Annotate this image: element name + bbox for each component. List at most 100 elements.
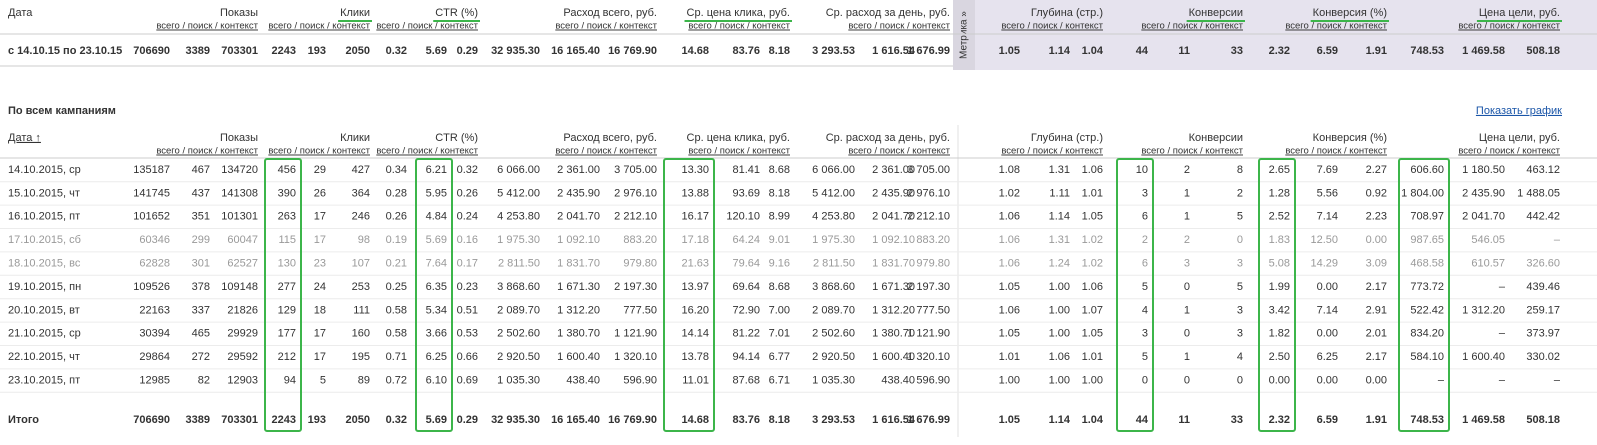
column-header[interactable]: Конверсия (%) bbox=[1313, 7, 1387, 19]
cell: 2 502.60 bbox=[497, 328, 540, 340]
date-header[interactable]: Дата ↑ bbox=[8, 132, 41, 144]
cell: 141308 bbox=[221, 187, 258, 199]
column-subheader[interactable]: всего / поиск / контекст bbox=[848, 146, 950, 157]
cell: 17 bbox=[314, 351, 326, 363]
row-label: 23.10.2015, пт bbox=[8, 375, 80, 387]
column-subheader[interactable]: всего / поиск / контекст bbox=[688, 21, 790, 32]
column-header[interactable]: Клики bbox=[340, 132, 370, 144]
column-header[interactable]: Ср. цена клика, руб. bbox=[687, 132, 790, 144]
cell: 0.32 bbox=[386, 414, 407, 426]
cell: 3 bbox=[1237, 304, 1243, 316]
column-header[interactable]: CTR (%) bbox=[435, 132, 478, 144]
cell: 94.14 bbox=[732, 351, 760, 363]
cell: 98 bbox=[358, 234, 370, 246]
cell: 0 bbox=[1184, 281, 1190, 293]
cell: 1.01 bbox=[1082, 351, 1103, 363]
cell: 468.58 bbox=[1410, 258, 1444, 270]
cell: 72.90 bbox=[732, 304, 760, 316]
cell: 2.65 bbox=[1269, 164, 1290, 176]
column-header[interactable]: Цена цели, руб. bbox=[1479, 132, 1560, 144]
column-header[interactable]: Ср. расход за день, руб. bbox=[826, 132, 950, 144]
cell: 16 165.40 bbox=[551, 45, 600, 57]
cell: 2.50 bbox=[1269, 351, 1290, 363]
column-header[interactable]: Конверсия (%) bbox=[1313, 132, 1387, 144]
row-label: 14.10.2015, ср bbox=[8, 164, 81, 176]
column-subheader[interactable]: всего / поиск / контекст bbox=[1141, 146, 1243, 157]
cell: 1.31 bbox=[1049, 234, 1070, 246]
column-header[interactable]: Глубина (стр.) bbox=[1031, 7, 1103, 19]
column-header[interactable]: Расход всего, руб. bbox=[563, 7, 657, 19]
column-subheader[interactable]: всего / поиск / контекст bbox=[1001, 146, 1103, 157]
column-header[interactable]: Показы bbox=[220, 132, 258, 144]
column-subheader[interactable]: всего / поиск / контекст bbox=[376, 146, 478, 157]
cell: 16 769.90 bbox=[608, 414, 657, 426]
cell: 11 bbox=[1178, 45, 1190, 57]
cell: 2 502.60 bbox=[812, 328, 855, 340]
cell: 10 bbox=[1136, 164, 1148, 176]
cell: 3 868.60 bbox=[812, 281, 855, 293]
cell: 2 212.10 bbox=[907, 211, 950, 223]
cell: 1.00 bbox=[1049, 375, 1070, 387]
cell: 0.17 bbox=[457, 258, 478, 270]
column-subheader[interactable]: всего / поиск / контекст bbox=[555, 146, 657, 157]
column-subheader[interactable]: всего / поиск / контекст bbox=[156, 146, 258, 157]
column-header[interactable]: Ср. цена клика, руб. bbox=[687, 7, 790, 19]
cell: 0.26 bbox=[386, 211, 407, 223]
cell: 4 bbox=[1142, 304, 1148, 316]
cell: 0.26 bbox=[457, 187, 478, 199]
cell: 16.20 bbox=[681, 304, 709, 316]
cell: 5.34 bbox=[426, 304, 447, 316]
cell: 1.00 bbox=[1049, 281, 1070, 293]
column-subheader[interactable]: всего / поиск / контекст bbox=[1141, 21, 1243, 32]
column-subheader[interactable]: всего / поиск / контекст bbox=[1458, 21, 1560, 32]
column-header[interactable]: CTR (%) bbox=[435, 7, 478, 19]
cell: 1 380.70 bbox=[872, 328, 915, 340]
column-subheader[interactable]: всего / поиск / контекст bbox=[1458, 146, 1560, 157]
cell: 0.00 bbox=[1317, 281, 1338, 293]
column-subheader[interactable]: всего / поиск / контекст bbox=[268, 21, 370, 32]
cell: 2243 bbox=[272, 45, 296, 57]
cell: 2.91 bbox=[1366, 304, 1387, 316]
column-subheader[interactable]: всего / поиск / контекст bbox=[688, 146, 790, 157]
column-highlight bbox=[264, 158, 302, 432]
column-header[interactable]: Ср. расход за день, руб. bbox=[826, 7, 950, 19]
cell: 1 488.05 bbox=[1517, 187, 1560, 199]
cell: 11.01 bbox=[682, 375, 709, 387]
cell: 0 bbox=[1237, 375, 1243, 387]
cell: 1.05 bbox=[1082, 211, 1103, 223]
column-subheader[interactable]: всего / поиск / контекст bbox=[1285, 146, 1387, 157]
column-header[interactable]: Клики bbox=[340, 7, 370, 19]
column-header[interactable]: Глубина (стр.) bbox=[1031, 132, 1103, 144]
cell: 2 089.70 bbox=[812, 304, 855, 316]
column-header[interactable]: Конверсии bbox=[1189, 7, 1243, 19]
metrika-tab[interactable] bbox=[953, 0, 975, 70]
column-subheader[interactable]: всего / поиск / контекст bbox=[1001, 21, 1103, 32]
column-subheader[interactable]: всего / поиск / контекст bbox=[555, 21, 657, 32]
cell: 9.01 bbox=[769, 234, 790, 246]
cell: 17 bbox=[314, 211, 326, 223]
cell: 0 bbox=[1237, 234, 1243, 246]
column-header[interactable]: Показы bbox=[220, 7, 258, 19]
cell: 33 bbox=[1231, 45, 1243, 57]
cell: 5.69 bbox=[426, 234, 447, 246]
column-subheader[interactable]: всего / поиск / контекст bbox=[848, 21, 950, 32]
cell: 29592 bbox=[227, 351, 258, 363]
row-label: с 14.10.15 по 23.10.15 bbox=[8, 45, 122, 57]
column-subheader[interactable]: всего / поиск / контекст bbox=[376, 21, 478, 32]
cell: 13.97 bbox=[681, 281, 709, 293]
column-header[interactable]: Конверсии bbox=[1189, 132, 1243, 144]
column-header[interactable]: Расход всего, руб. bbox=[563, 132, 657, 144]
column-subheader[interactable]: всего / поиск / контекст bbox=[268, 146, 370, 157]
cell: 0.00 bbox=[1317, 328, 1338, 340]
metrika-label[interactable]: Метрика » bbox=[959, 11, 970, 59]
column-subheader[interactable]: всего / поиск / контекст bbox=[1285, 21, 1387, 32]
show-chart-link[interactable]: Показать график bbox=[1476, 105, 1562, 117]
cell: 3 705.00 bbox=[907, 164, 950, 176]
cell: 4 253.80 bbox=[497, 211, 540, 223]
cell: 101652 bbox=[133, 211, 170, 223]
column-subheader[interactable]: всего / поиск / контекст bbox=[156, 21, 258, 32]
cell: 1 bbox=[1184, 304, 1190, 316]
cell: 0.28 bbox=[386, 187, 407, 199]
column-header[interactable]: Цена цели, руб. bbox=[1479, 7, 1560, 19]
cell: – bbox=[1499, 375, 1506, 387]
